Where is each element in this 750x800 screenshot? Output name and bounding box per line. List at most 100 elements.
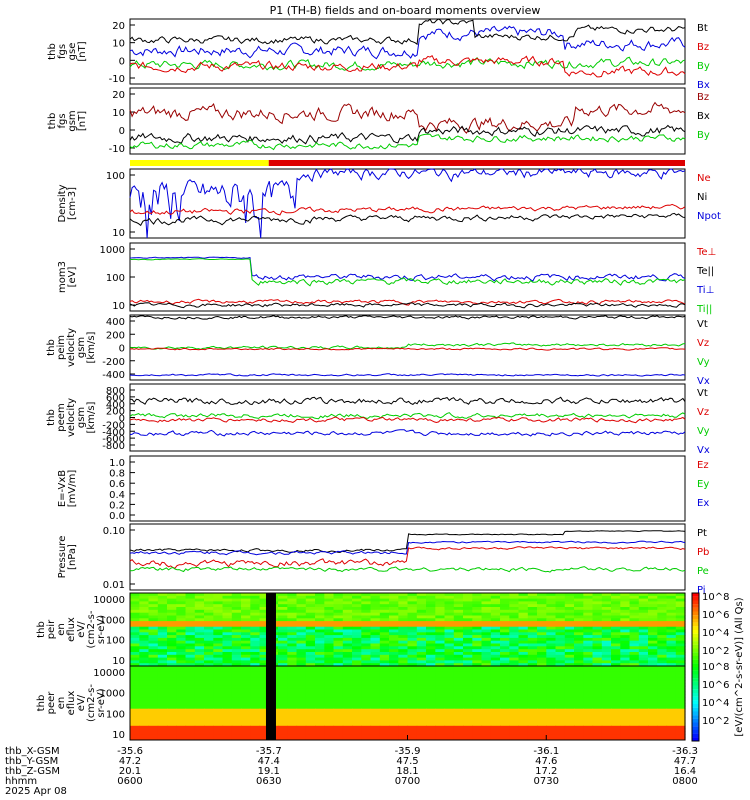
spectro-cell [564, 688, 575, 693]
spectro-cell [592, 593, 603, 597]
spectro-cell [574, 677, 584, 681]
spectro-cell [296, 646, 307, 650]
legend-pt: Pt [697, 528, 707, 539]
spectro-cell [500, 694, 510, 698]
spectro-cell [213, 626, 224, 630]
spectro-cell [527, 657, 538, 661]
spectro-cell [435, 607, 446, 611]
spectro-cell [490, 635, 501, 639]
spectro-cell [324, 632, 335, 636]
spectro-cell [463, 680, 473, 684]
legend-te||: Te|| [696, 266, 714, 277]
spectro-cell [666, 646, 677, 650]
legend-pe: Pe [697, 566, 709, 577]
spectro-cell [555, 694, 566, 698]
spectro-cell [463, 618, 473, 622]
spectro-cell [518, 725, 529, 730]
spectro-cell [564, 660, 575, 664]
y-tick-label: 100 [106, 273, 125, 284]
spectro-cell [638, 632, 649, 636]
spectro-cell [666, 598, 677, 602]
spectro-cell [241, 654, 251, 659]
spectro-cell [250, 720, 261, 724]
spectro-cell [222, 737, 233, 741]
spectro-cell [426, 688, 436, 693]
spectro-cell [629, 685, 640, 690]
spectro-cell [278, 705, 288, 710]
spectro-cell [537, 728, 547, 732]
spectro-cell [611, 703, 621, 707]
spectro-cell [352, 649, 362, 653]
spectro-cell [250, 717, 261, 721]
spectro-cell [435, 697, 446, 701]
spectro-cell [241, 694, 251, 698]
spectro-cell [592, 703, 603, 707]
spectro-cell [333, 674, 344, 678]
spectro-cell [601, 598, 612, 602]
spectro-cell [148, 601, 159, 605]
spectro-cell [185, 705, 196, 710]
spectro-cell [648, 722, 658, 727]
spectro-cell [657, 604, 668, 608]
spectro-cell [139, 612, 150, 616]
spectro-cell [370, 700, 381, 704]
spectro-cell [407, 663, 418, 667]
spectro-cell [398, 700, 409, 704]
spectro-cell [352, 640, 362, 644]
spectro-cell [157, 668, 168, 673]
spectro-cell [241, 680, 251, 684]
spectro-cell [296, 700, 307, 704]
spectro-cell [370, 688, 381, 693]
spectro-cell [546, 680, 557, 684]
spectro-cell [296, 737, 307, 741]
spectro-cell [315, 737, 325, 741]
spectro-cell [231, 728, 242, 732]
spectro-cell [342, 626, 353, 630]
spectro-cell [537, 731, 547, 735]
spectro-cell [287, 720, 298, 724]
spectro-cell [222, 722, 233, 727]
y-axis-label: E=-VxB [57, 470, 68, 507]
spectro-cell [629, 640, 640, 644]
spectro-cell [222, 663, 233, 667]
colorbar-cell [692, 622, 699, 627]
spectro-cell [407, 683, 418, 687]
spectro-cell [481, 663, 492, 667]
spectro-cell [527, 737, 538, 741]
spectro-cell [333, 657, 344, 661]
spectro-cell [675, 601, 686, 605]
spectro-cell [259, 612, 270, 616]
spectro-cell [648, 703, 658, 707]
spectro-cell [500, 604, 510, 608]
spectro-cell [130, 657, 140, 661]
spectro-cell [648, 697, 658, 701]
spectro-cell [259, 680, 270, 684]
spectro-cell [379, 720, 390, 724]
spectro-cell [500, 666, 510, 670]
spectro-cell [259, 728, 270, 732]
spectro-cell [583, 643, 594, 647]
spectro-cell [342, 652, 353, 656]
spectro-cell [241, 703, 251, 707]
spectro-cell [453, 607, 464, 611]
spectro-cell [148, 609, 159, 614]
spectro-cell [490, 598, 501, 602]
spectro-cell [555, 717, 566, 721]
spectro-cell [444, 654, 455, 659]
spectro-cell [601, 604, 612, 608]
spectro-cell [194, 688, 205, 693]
spectro-cell [398, 734, 409, 738]
spectro-cell [444, 663, 455, 667]
spectro-cell [620, 595, 631, 600]
spectro-cell [185, 612, 196, 616]
spectro-cell [555, 731, 566, 735]
spectro-cell [398, 621, 409, 625]
spectro-cell [675, 725, 686, 730]
spectro-cell [296, 595, 307, 600]
spectro-cell [592, 728, 603, 732]
spectro-cell [472, 728, 483, 732]
spectro-cell [435, 652, 446, 656]
spectro-cell [194, 700, 205, 704]
spectro-cell [370, 683, 381, 687]
